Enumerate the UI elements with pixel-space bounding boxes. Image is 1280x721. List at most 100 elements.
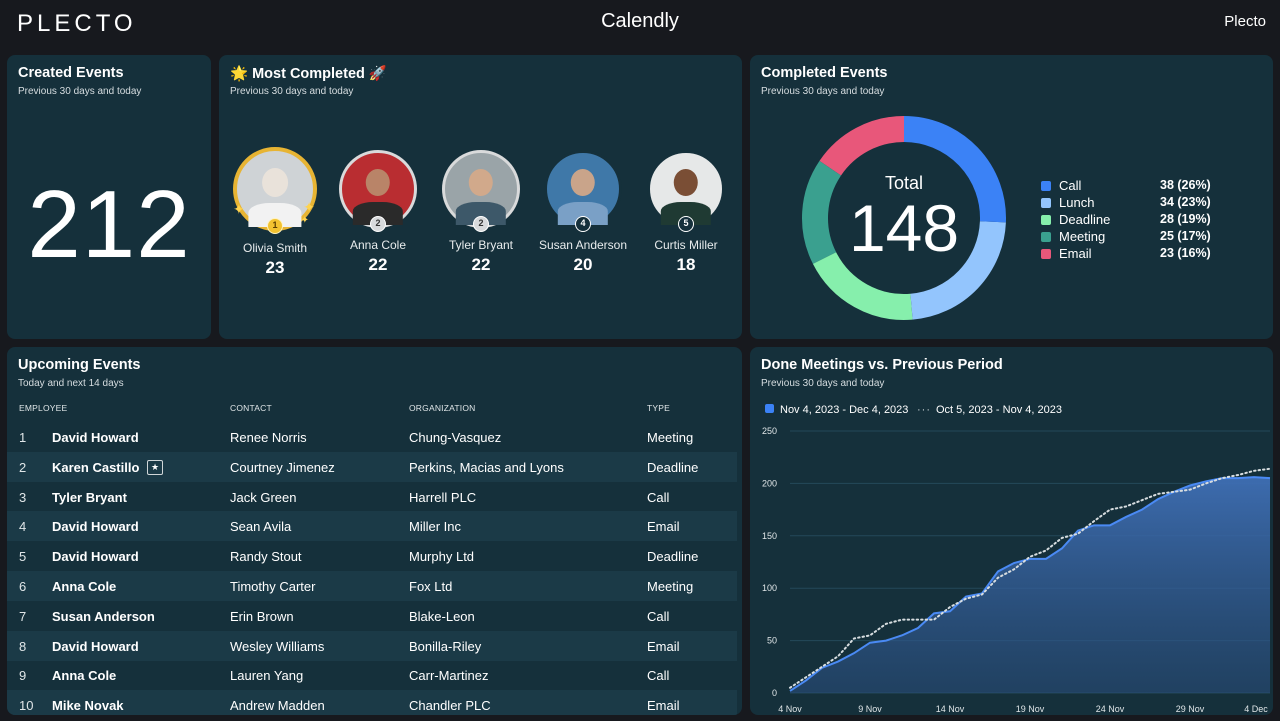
- table-row[interactable]: 2 Karen Castillo Courtney Jimenez Perkins, …: [7, 451, 737, 482]
- cell-type: Email: [647, 638, 680, 654]
- cell-employee: David Howard: [52, 638, 139, 654]
- x-tick-label: 4 Dec: [1244, 704, 1268, 714]
- table-row[interactable]: 3 Tyler Bryant Jack Green Harrell PLC Call: [7, 482, 737, 512]
- legend-value: 38 (26%): [1160, 178, 1211, 192]
- cell-type: Deadline: [647, 459, 699, 475]
- table-row[interactable]: 7 Susan Anderson Erin Brown Blake-Leon Call: [7, 601, 737, 631]
- card-subtitle: Previous 30 days and today: [761, 86, 885, 97]
- cell-organization: Carr-Martinez: [409, 668, 489, 684]
- avatar: 2: [339, 150, 417, 232]
- person-name: Susan Anderson: [538, 238, 628, 252]
- cell-organization: Harrell PLC: [409, 489, 477, 505]
- table-row[interactable]: 1 David Howard Renee Norris Chung-Vasquez Me…: [7, 422, 737, 452]
- cell-contact: Randy Stout: [230, 549, 302, 565]
- person-value: 20: [573, 255, 593, 274]
- y-tick-label: 200: [762, 478, 777, 488]
- brand-name: Plecto: [1224, 13, 1266, 30]
- table-row[interactable]: 4 David Howard Sean Avila Miller Inc Email: [7, 511, 737, 542]
- card-subtitle: Previous 30 days and today: [230, 86, 354, 97]
- donut-total-value: 148: [849, 191, 959, 265]
- cell-employee: Karen Castillo: [52, 459, 140, 475]
- legend-value: 25 (17%): [1160, 229, 1211, 243]
- donut-legend: Call 38 (26%) Lunch 34 (23%) Deadline 28 (19%…: [1041, 178, 1221, 263]
- card-title: Done Meetings vs. Previous Period: [761, 357, 1003, 373]
- cell-organization: Chung-Vasquez: [409, 430, 502, 445]
- leaderboard-person[interactable]: 2 Anna Cole 22: [328, 150, 428, 275]
- done-meetings-chart: 0 50 100 150 200 250 4 Nov 9 Nov 14 Nov 19 Nov 24 …: [762, 426, 1271, 714]
- table-row[interactable]: 5 David Howard Randy Stout Murphy Ltd Deadli…: [7, 541, 737, 571]
- star-icon: ★: [147, 459, 163, 475]
- x-tick-label: 24 Nov: [1096, 704, 1125, 714]
- leaderboard-person[interactable]: 5 Curtis Miller 18: [636, 150, 736, 275]
- avatar: 4: [544, 150, 622, 232]
- donut-slice-call[interactable]: [903, 116, 1006, 223]
- row-index: 2: [19, 459, 27, 475]
- legend-swatch: [1041, 181, 1051, 191]
- row-index: 4: [19, 519, 27, 535]
- legend-item[interactable]: Lunch 34 (23%): [1041, 195, 1221, 212]
- row-index: 6: [19, 579, 27, 594]
- cell-type: Meeting: [647, 430, 694, 445]
- cell-contact: Andrew Madden: [230, 698, 325, 714]
- cell-type: Email: [647, 519, 680, 535]
- leaderboard-person[interactable]: 2 Tyler Bryant 22: [431, 150, 531, 275]
- table-row[interactable]: 8 David Howard Wesley Williams Bonilla-Rile…: [7, 630, 737, 661]
- legend-label: Call: [1059, 178, 1082, 193]
- column-header-organization[interactable]: ORGANIZATION: [409, 403, 476, 413]
- cell-organization: Chandler PLC: [409, 698, 491, 714]
- card-subtitle: Previous 30 days and today: [761, 378, 885, 389]
- donut-slice-lunch[interactable]: [910, 220, 1006, 320]
- top-bar: PLECTO Calendly Plecto: [0, 0, 1280, 44]
- dashboard-title: Calendly: [601, 10, 679, 32]
- y-tick-label: 250: [762, 426, 777, 436]
- legend-previous-period[interactable]: ··· Oct 5, 2023 - Nov 4, 2023: [917, 404, 1062, 416]
- donut-slice-meeting[interactable]: [802, 160, 842, 264]
- cell-contact: Wesley Williams: [230, 638, 325, 654]
- x-tick-label: 19 Nov: [1016, 704, 1045, 714]
- y-tick-label: 50: [767, 636, 777, 646]
- person-name: Olivia Smith: [242, 241, 307, 255]
- donut-slice-email[interactable]: [819, 116, 905, 176]
- column-header-employee[interactable]: EMPLOYEE: [19, 403, 68, 413]
- legend-item[interactable]: Call 38 (26%): [1041, 178, 1221, 195]
- row-index: 1: [19, 430, 27, 445]
- legend-label: Email: [1059, 246, 1092, 261]
- legend-label: Lunch: [1059, 195, 1095, 210]
- legend-item[interactable]: Email 23 (16%): [1041, 246, 1221, 263]
- series-current-area: [790, 477, 1270, 693]
- most-completed-card: 🌟 Most Completed 🚀 Previous 30 days and …: [219, 55, 742, 339]
- cell-contact: Renee Norris: [230, 430, 307, 445]
- donut-slice-deadline[interactable]: [812, 251, 913, 320]
- column-header-type[interactable]: TYPE: [647, 403, 671, 413]
- row-index: 9: [19, 668, 27, 684]
- legend-item[interactable]: Deadline 28 (19%): [1041, 212, 1221, 229]
- legend-label: Deadline: [1059, 212, 1111, 227]
- rank-badge: 2: [370, 216, 386, 232]
- legend-swatch: [1041, 215, 1051, 225]
- series-current-line: [789, 476, 1271, 692]
- cell-employee: Anna Cole: [52, 579, 117, 594]
- card-title: Upcoming Events: [18, 357, 141, 373]
- legend-current-period[interactable]: Nov 4, 2023 - Dec 4, 2023: [765, 404, 908, 416]
- plecto-logo[interactable]: PLECTO: [17, 10, 137, 37]
- rank-badge: 1: [267, 218, 283, 234]
- row-index: 7: [19, 608, 27, 624]
- cell-contact: Sean Avila: [230, 519, 292, 535]
- table-row[interactable]: 10 Mike Novak Andrew Madden Chandler PLC Ema…: [7, 690, 737, 715]
- leaderboard-person[interactable]: 4 Susan Anderson 20: [533, 150, 633, 275]
- legend-item[interactable]: Meeting 25 (17%): [1041, 229, 1221, 246]
- rank-badge: 4: [575, 216, 591, 232]
- table-row[interactable]: 9 Anna Cole Lauren Yang Carr-Martinez Call: [7, 660, 737, 690]
- table-row[interactable]: 6 Anna Cole Timothy Carter Fox Ltd Meeting: [7, 571, 737, 601]
- x-tick-label: 29 Nov: [1176, 704, 1205, 714]
- leaderboard-person[interactable]: ✦ ✦ ✦ 1 Olivia Smith 23: [225, 147, 325, 278]
- upcoming-events-card: Upcoming Events Today and next 14 days E…: [7, 347, 742, 715]
- x-tick-label: 4 Nov: [778, 704, 802, 714]
- cell-organization: Perkins, Macias and Lyons: [409, 459, 564, 475]
- legend-value: 34 (23%): [1160, 195, 1211, 209]
- sparkle-icon: ✦: [233, 201, 245, 217]
- column-header-contact[interactable]: CONTACT: [230, 403, 272, 413]
- legend-value: 23 (16%): [1160, 246, 1211, 260]
- donut-total-label: Total: [885, 173, 923, 193]
- series-previous-line: [789, 467, 1271, 689]
